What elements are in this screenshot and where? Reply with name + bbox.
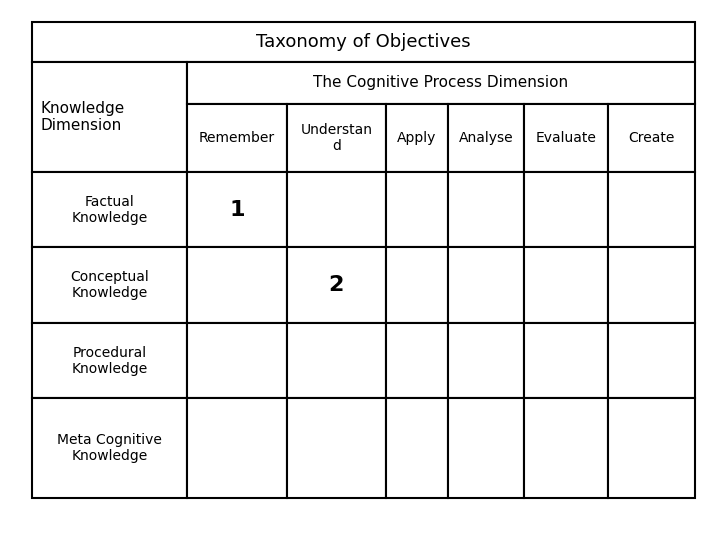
Bar bbox=[608, 399, 695, 498]
Text: Knowledge
Dimension: Knowledge Dimension bbox=[41, 100, 125, 133]
Text: Factual
Knowledge: Factual Knowledge bbox=[71, 194, 148, 225]
Text: 1: 1 bbox=[229, 200, 245, 220]
Bar bbox=[32, 62, 187, 172]
Bar bbox=[32, 172, 187, 247]
Bar bbox=[187, 104, 287, 172]
Text: Apply: Apply bbox=[397, 131, 436, 145]
Bar bbox=[524, 323, 608, 399]
Bar bbox=[187, 323, 287, 399]
Text: Analyse: Analyse bbox=[459, 131, 513, 145]
Text: Create: Create bbox=[629, 131, 675, 145]
Text: Conceptual
Knowledge: Conceptual Knowledge bbox=[70, 270, 149, 300]
Text: Understan
d: Understan d bbox=[300, 123, 372, 153]
Text: Remember: Remember bbox=[199, 131, 275, 145]
Bar bbox=[608, 323, 695, 399]
Bar bbox=[448, 247, 524, 323]
Bar bbox=[608, 172, 695, 247]
Text: Taxonomy of Objectives: Taxonomy of Objectives bbox=[256, 33, 471, 51]
Bar bbox=[187, 172, 287, 247]
Bar bbox=[287, 104, 386, 172]
Text: Meta Cognitive
Knowledge: Meta Cognitive Knowledge bbox=[57, 433, 162, 463]
Bar bbox=[448, 399, 524, 498]
Bar bbox=[448, 104, 524, 172]
Bar bbox=[32, 247, 187, 323]
Bar bbox=[608, 247, 695, 323]
Bar bbox=[187, 247, 287, 323]
Bar bbox=[386, 399, 448, 498]
Text: Procedural
Knowledge: Procedural Knowledge bbox=[71, 346, 148, 376]
Bar bbox=[524, 399, 608, 498]
Bar bbox=[608, 104, 695, 172]
Bar bbox=[448, 172, 524, 247]
Bar bbox=[386, 172, 448, 247]
Bar bbox=[32, 323, 187, 399]
Bar bbox=[448, 323, 524, 399]
Text: The Cognitive Process Dimension: The Cognitive Process Dimension bbox=[313, 75, 569, 90]
Bar bbox=[32, 22, 695, 62]
Text: 2: 2 bbox=[329, 275, 344, 295]
Bar bbox=[187, 62, 695, 104]
Bar bbox=[386, 247, 448, 323]
Bar bbox=[287, 172, 386, 247]
Bar bbox=[287, 247, 386, 323]
Bar bbox=[524, 247, 608, 323]
Bar bbox=[287, 399, 386, 498]
Bar bbox=[287, 323, 386, 399]
Bar bbox=[386, 104, 448, 172]
Bar bbox=[386, 323, 448, 399]
Text: Evaluate: Evaluate bbox=[536, 131, 597, 145]
Bar bbox=[187, 399, 287, 498]
Bar bbox=[524, 104, 608, 172]
Bar bbox=[524, 172, 608, 247]
Bar bbox=[32, 399, 187, 498]
